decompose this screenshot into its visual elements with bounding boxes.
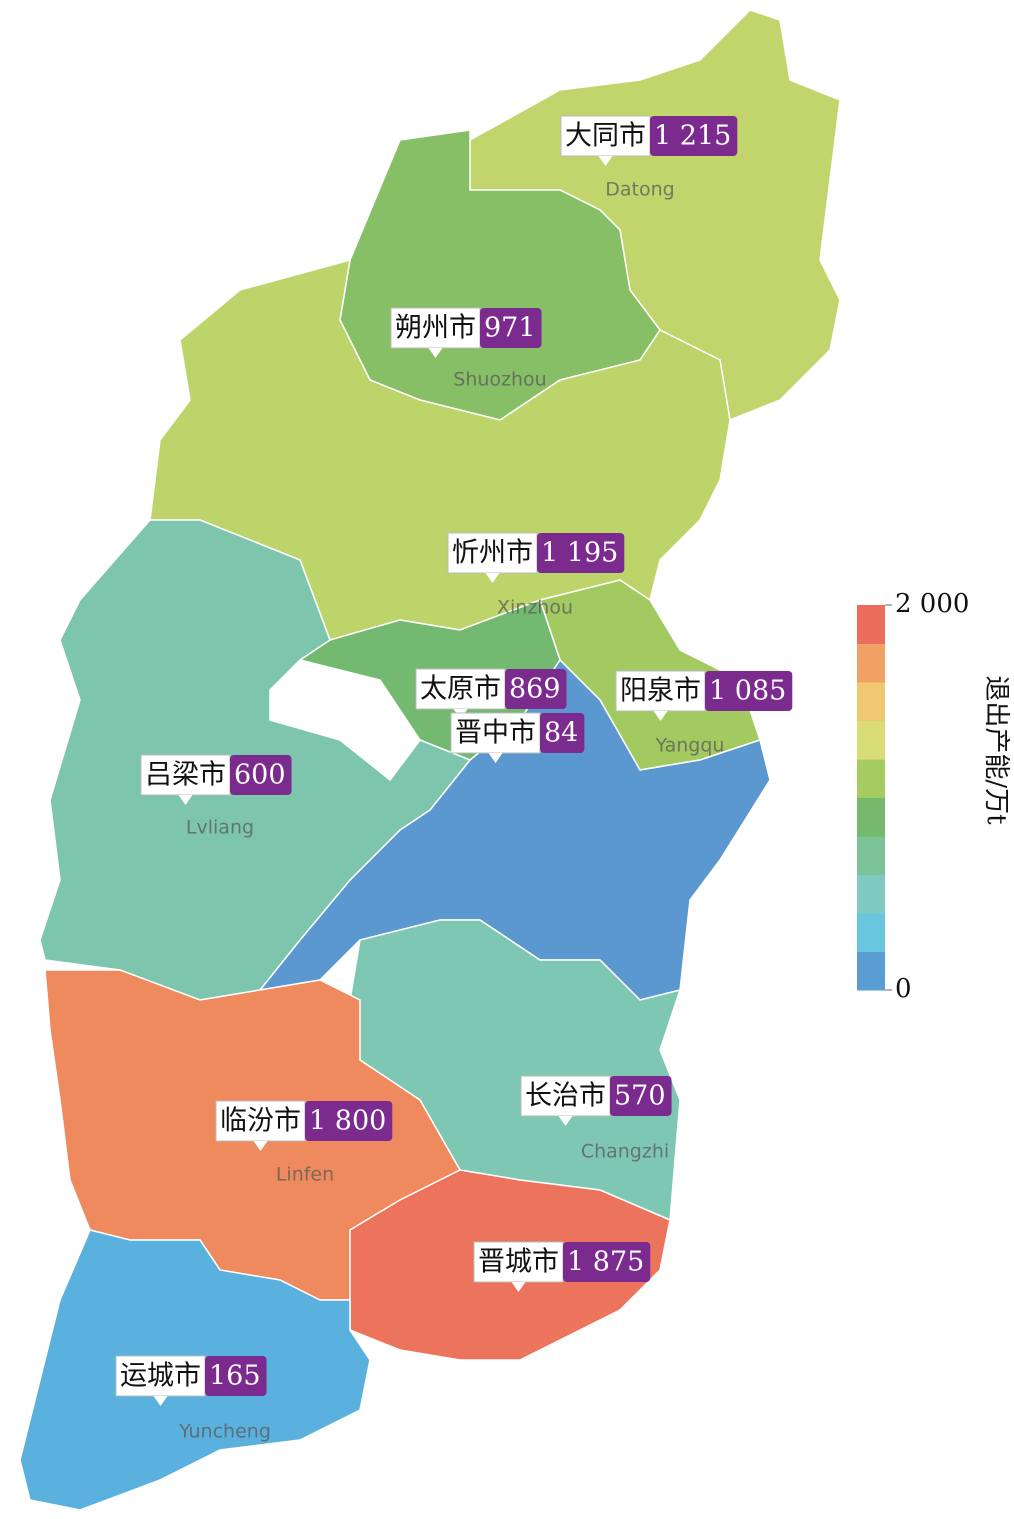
base-map-label: Lvliang [186,817,254,839]
value-box [563,1242,651,1282]
label-pointer [511,1282,526,1292]
label-pointer [558,1116,573,1126]
region-value: 600 [234,760,286,791]
region-value: 165 [209,1361,261,1392]
name-box [115,1355,206,1397]
legend-title: 退出产能/万t [981,675,1011,825]
value-box [205,1356,267,1396]
region-name: 晋城市 [478,1247,559,1278]
region-value: 84 [544,718,578,749]
value-box [705,671,793,711]
label-pointer [653,711,668,721]
region-name: 晋中市 [455,718,536,749]
region-label: 朔州市 971 [390,307,542,358]
base-map-label: Shuozhou [453,369,546,391]
legend-tick-label: 2 000 [895,589,969,619]
region-label: 运城市 165 [115,1355,267,1406]
base-map-label: Yuncheng [178,1421,271,1443]
region-value: 570 [614,1081,666,1112]
region-label: 阳泉市 1 085 [615,670,793,721]
base-map-label: Linfen [276,1164,334,1186]
legend-swatch [857,913,885,952]
region-name: 运城市 [120,1361,201,1392]
region-label: 临汾市 1 800 [215,1100,393,1151]
name-box [215,1100,306,1142]
region-value: 1 195 [541,538,618,569]
label-pointer [253,1141,268,1151]
label-pointer [485,573,500,583]
base-map-label: Xinzhou [497,597,573,619]
region-value: 1 875 [567,1247,644,1278]
value-box [505,669,567,709]
region-label: 长治市 570 [520,1075,672,1126]
region-name: 吕梁市 [145,760,226,791]
region-name: 长治市 [525,1081,606,1112]
value-box [540,713,585,753]
legend-swatch [857,797,885,837]
value-box [305,1101,393,1141]
legend-swatch [857,836,885,875]
name-box [560,115,651,157]
labels: Datong Shuozhou Xinzhou Yangqu Lvliang Changz… [115,115,793,1443]
region-label: 大同市 1 215 [560,115,738,166]
region-name: 大同市 [565,121,646,152]
region-label: 晋城市 1 875 [473,1241,651,1292]
legend-swatch [857,759,885,798]
region-label: 太原市 869 [415,668,567,719]
legend-tick-label: 0 [895,974,912,1004]
legend-swatch [857,605,885,644]
label-pointer [598,156,613,166]
region-value: 1 085 [709,676,786,707]
region-value: 971 [484,313,536,344]
label-pointer [428,348,443,358]
label-pointer [488,753,503,763]
legend-swatch [857,682,885,721]
region-label: 晋中市 84 [450,712,585,763]
region-name: 太原市 [420,674,501,705]
base-map-label: Yangqu [655,735,725,757]
region-name: 阳泉市 [620,676,701,707]
region-value: 869 [509,674,561,705]
name-box [615,670,706,712]
name-box [390,307,481,349]
label-pointer [153,1396,168,1406]
base-map-label: Changzhi [581,1141,669,1163]
value-box [610,1076,672,1116]
region-value: 1 215 [654,121,731,152]
value-box [480,308,542,348]
legend-swatch [857,720,885,760]
region-name: 朔州市 [395,313,476,344]
region-name: 临汾市 [220,1106,301,1137]
legend-swatch [857,874,885,914]
legend-swatch [857,951,885,991]
value-box [650,116,738,156]
base-map-label: Datong [605,179,674,201]
label-pointer [178,795,193,805]
region-name: 忻州市 [452,538,533,569]
region-label: 吕梁市 600 [140,754,292,805]
legend-swatch [857,643,885,683]
name-box [140,754,231,796]
legend: 退出产能/万t 0 2 000 [857,589,1011,1004]
region-value: 1 800 [309,1106,386,1137]
value-box [537,533,625,573]
region-label: 忻州市 1 195 [447,532,625,583]
value-box [230,755,292,795]
